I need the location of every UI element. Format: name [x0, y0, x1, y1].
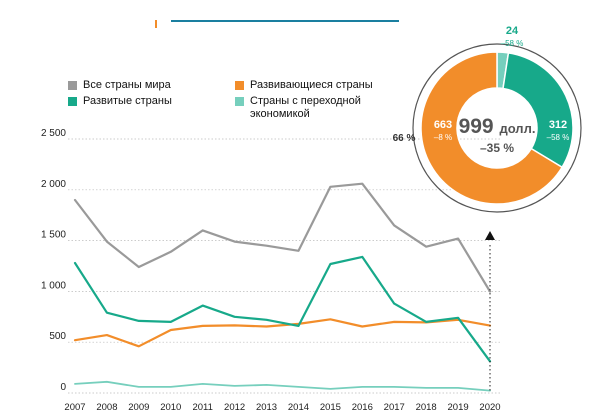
x-tick-label: 2010	[160, 402, 181, 413]
x-tick-label: 2017	[384, 402, 405, 413]
series-line-developed	[73, 255, 492, 363]
donut-chart: 663 –8 % 312 –58 % 24 –58 % 999 долл. –35 % 66 %	[393, 25, 582, 213]
series-line-developing	[73, 318, 492, 348]
x-tick-label: 2020	[479, 402, 500, 413]
donut-slice-developed	[502, 52, 574, 169]
link-arrow-head	[485, 231, 495, 240]
legend-label-transition-1: Страны с переходной	[250, 95, 361, 107]
donut-center-change: –35 %	[480, 141, 514, 155]
legend-swatch-all	[68, 81, 77, 90]
legend-label-developing: Развивающиеся страны	[250, 79, 373, 91]
donut-share-label: 66 %	[393, 133, 416, 144]
series-line-all	[73, 182, 492, 293]
y-tick-label: 1 500	[41, 230, 66, 241]
slice-value-developing: 663	[434, 119, 452, 131]
slice-change-developed: –58 %	[547, 133, 570, 142]
y-tick-label: 1 000	[41, 280, 66, 291]
legend-swatch-developing	[235, 81, 244, 90]
y-axis: 0 500 1 000 1 500 2 000 2 500	[41, 128, 66, 393]
slice-value-developed: 312	[549, 119, 567, 131]
x-tick-label: 2018	[416, 402, 437, 413]
y-tick-label: 0	[60, 382, 66, 393]
x-tick-label: 2008	[96, 402, 117, 413]
slice-value-transition: 24	[506, 25, 519, 37]
series-line-transition	[74, 380, 491, 392]
x-tick-label: 2007	[64, 402, 85, 413]
legend-label-developed: Развитые страны	[83, 95, 172, 107]
legend: Все страны мира Развивающиеся страны Раз…	[68, 79, 428, 129]
x-tick-label: 2019	[448, 402, 469, 413]
slice-change-transition: –58 %	[501, 39, 524, 48]
x-tick-label: 2015	[320, 402, 341, 413]
legend-swatch-developed	[68, 97, 77, 106]
donut-outer-ring	[412, 43, 582, 213]
x-tick-label: 2009	[128, 402, 149, 413]
x-tick-label: 2016	[352, 402, 373, 413]
legend-label-transition-2: экономикой	[250, 108, 310, 120]
donut-center-value: 999 долл.	[459, 115, 536, 138]
y-tick-label: 500	[49, 331, 66, 342]
donut-slice-developing	[420, 51, 564, 205]
legend-label-all: Все страны мира	[83, 79, 171, 91]
y-tick-label: 2 000	[41, 179, 66, 190]
x-tick-label: 2013	[256, 402, 277, 413]
y-tick-label: 2 500	[41, 128, 66, 139]
x-tick-label: 2011	[192, 402, 212, 413]
grid-layer	[68, 138, 500, 394]
slice-change-developing: –8 %	[434, 133, 452, 142]
x-axis: 2007 2008 2009 2010 2011 2012 2013 2014 2015 2016…	[64, 402, 500, 413]
x-tick-label: 2012	[224, 402, 245, 413]
series-layer	[73, 182, 492, 392]
arrow-layer	[485, 231, 495, 392]
legend-swatch-transition	[235, 97, 244, 106]
x-tick-label: 2014	[288, 402, 309, 413]
top-accent-mark	[155, 20, 157, 28]
top-rule	[171, 20, 399, 22]
